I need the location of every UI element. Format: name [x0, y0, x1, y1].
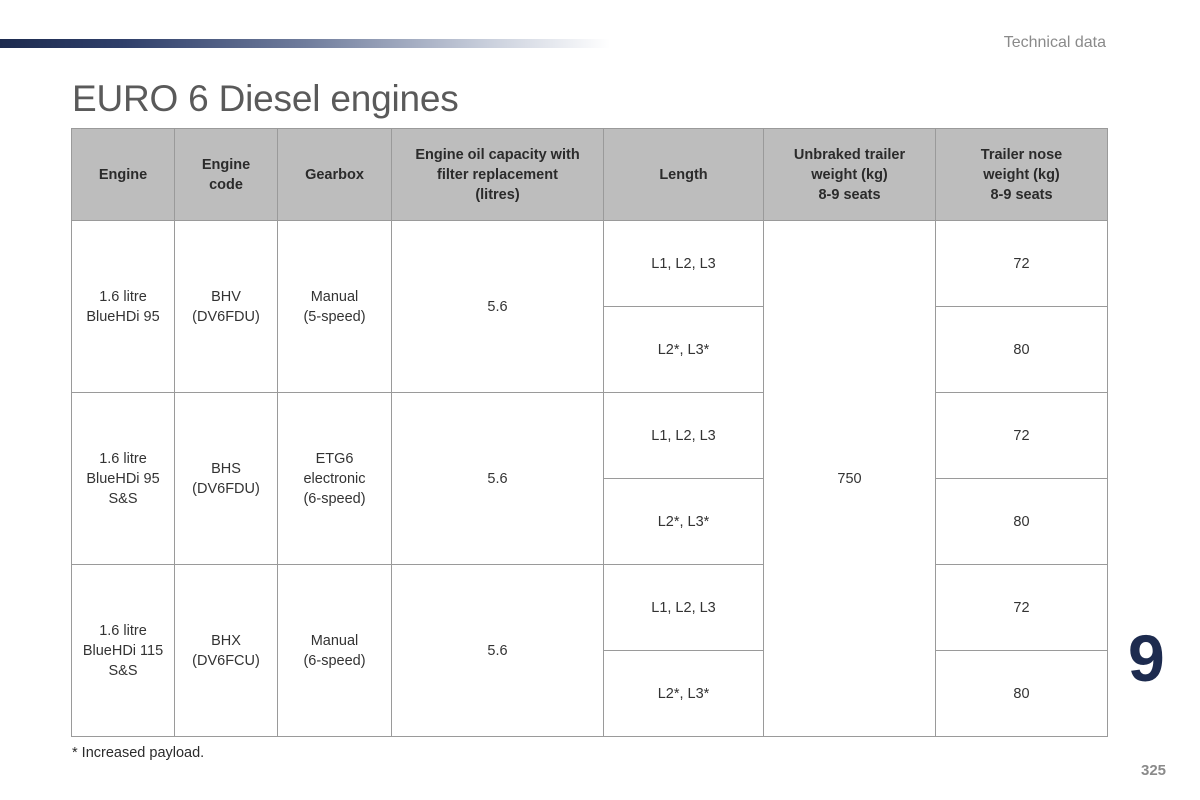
section-label: Technical data — [1003, 34, 1106, 51]
oil-capacity-cell: 5.6 — [391, 392, 604, 565]
table-row: L2*, L3* 80 — [72, 650, 1108, 737]
table-row: L2*, L3* 80 — [72, 478, 1108, 565]
page-number: 325 — [1141, 762, 1167, 779]
trailer-nose-weight-cell: 72 — [935, 392, 1108, 479]
engine-cell: 1.6 litre BlueHDi 95 — [71, 220, 175, 393]
trailer-nose-weight-cell: 80 — [935, 478, 1108, 565]
table-row: L2*, L3* 80 — [72, 306, 1108, 393]
table-row: 1.6 litre BlueHDi 95 S&S BHS (DV6FDU) ET… — [71, 392, 1108, 565]
chapter-number: 9 — [1128, 621, 1165, 695]
length-cell: L1, L2, L3 — [603, 564, 764, 651]
engine-code-cell: BHX (DV6FCU) — [174, 564, 278, 737]
gearbox-cell: ETG6 electronic (6-speed) — [277, 392, 392, 565]
length-cell: L1, L2, L3 — [603, 220, 764, 307]
oil-capacity-cell: 5.6 — [391, 564, 604, 737]
gearbox-cell: Manual (5-speed) — [277, 220, 392, 393]
table-row: 1.6 litre BlueHDi 115 S&S BHX (DV6FCU) M… — [71, 564, 1108, 737]
engine-spec-table: Engine Engine code Gearbox Engine oil ca… — [71, 128, 1108, 737]
header-gearbox: Gearbox — [277, 128, 392, 221]
header-unbraked-trailer-weight: Unbraked trailer weight (kg) 8-9 seats — [763, 128, 936, 221]
table-row: 1.6 litre BlueHDi 95 BHV (DV6FDU) Manual… — [71, 220, 1108, 737]
header-engine: Engine — [71, 128, 175, 221]
length-cell: L2*, L3* — [603, 478, 764, 565]
trailer-nose-weight-cell: 80 — [935, 650, 1108, 737]
engine-cell: 1.6 litre BlueHDi 95 S&S — [71, 392, 175, 565]
engine-code-cell: BHS (DV6FDU) — [174, 392, 278, 565]
header-trailer-nose-weight: Trailer nose weight (kg) 8-9 seats — [935, 128, 1108, 221]
header-engine-code: Engine code — [174, 128, 278, 221]
length-cell: L2*, L3* — [603, 650, 764, 737]
engine-cell: 1.6 litre BlueHDi 115 S&S — [71, 564, 175, 737]
header-oil-capacity: Engine oil capacity with filter replacem… — [391, 128, 604, 221]
length-cell: L1, L2, L3 — [603, 392, 764, 479]
table-header-row: Engine Engine code Gearbox Engine oil ca… — [71, 128, 1108, 221]
length-cell: L2*, L3* — [603, 306, 764, 393]
trailer-nose-weight-cell: 72 — [935, 220, 1108, 307]
footnote: * Increased payload. — [72, 745, 205, 761]
header-decorative-bar — [0, 39, 610, 48]
header-length: Length — [603, 128, 764, 221]
gearbox-cell: Manual (6-speed) — [277, 564, 392, 737]
unbraked-trailer-weight-cell: 750 — [763, 220, 936, 737]
page-title: EURO 6 Diesel engines — [72, 78, 459, 119]
oil-capacity-cell: 5.6 — [391, 220, 604, 393]
trailer-nose-weight-cell: 80 — [935, 306, 1108, 393]
engine-code-cell: BHV (DV6FDU) — [174, 220, 278, 393]
trailer-nose-weight-cell: 72 — [935, 564, 1108, 651]
